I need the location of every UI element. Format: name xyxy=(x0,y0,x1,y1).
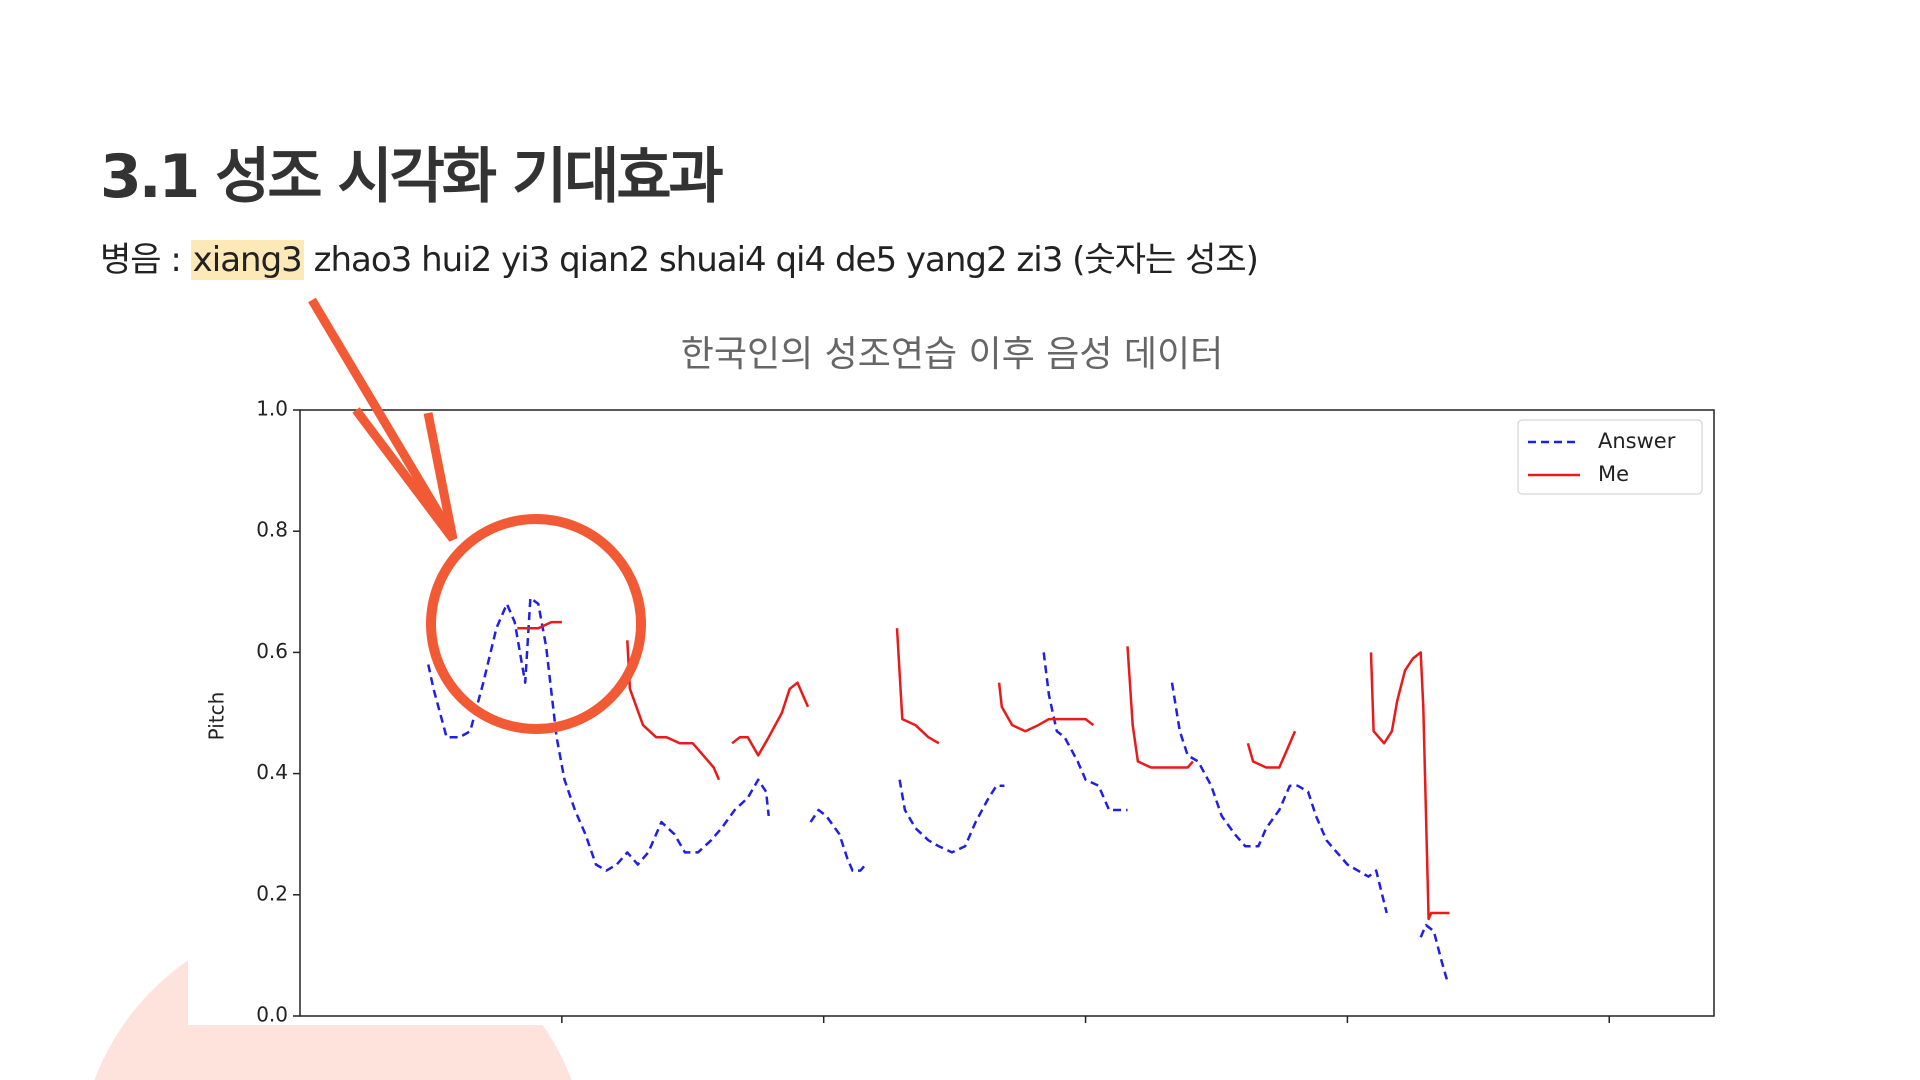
y-tick-label: 0.6 xyxy=(256,639,288,663)
pinyin-line: 병음 : xiang3 zhao3 hui2 yi3 qian2 shuai4 … xyxy=(100,232,1259,281)
slide-title: 3.1 성조 시각화 기대효과 xyxy=(100,142,724,212)
y-tick-label: 1.0 xyxy=(256,397,288,421)
y-tick-label: 0.0 xyxy=(256,1003,288,1027)
legend-label: Answer xyxy=(1598,429,1676,453)
pinyin-note: (숫자는 성조) xyxy=(1072,240,1259,280)
chart-title: 한국인의 성조연습 이후 음성 데이터 xyxy=(681,334,1224,375)
y-tick-label: 0.8 xyxy=(256,518,288,542)
plot-area xyxy=(299,409,1715,1017)
pinyin-text: zhao3 hui2 yi3 qian2 shuai4 qi4 de5 yang… xyxy=(313,240,1064,280)
y-tick-label: 0.2 xyxy=(256,881,288,905)
y-tick-label: 0.4 xyxy=(256,760,288,784)
legend-label: Me xyxy=(1598,462,1629,486)
series-line xyxy=(427,596,1449,980)
pinyin-label: 병음 : xyxy=(100,240,182,280)
pinyin-highlight: xiang3 xyxy=(190,240,304,280)
y-axis-label: Pitch xyxy=(205,692,229,741)
